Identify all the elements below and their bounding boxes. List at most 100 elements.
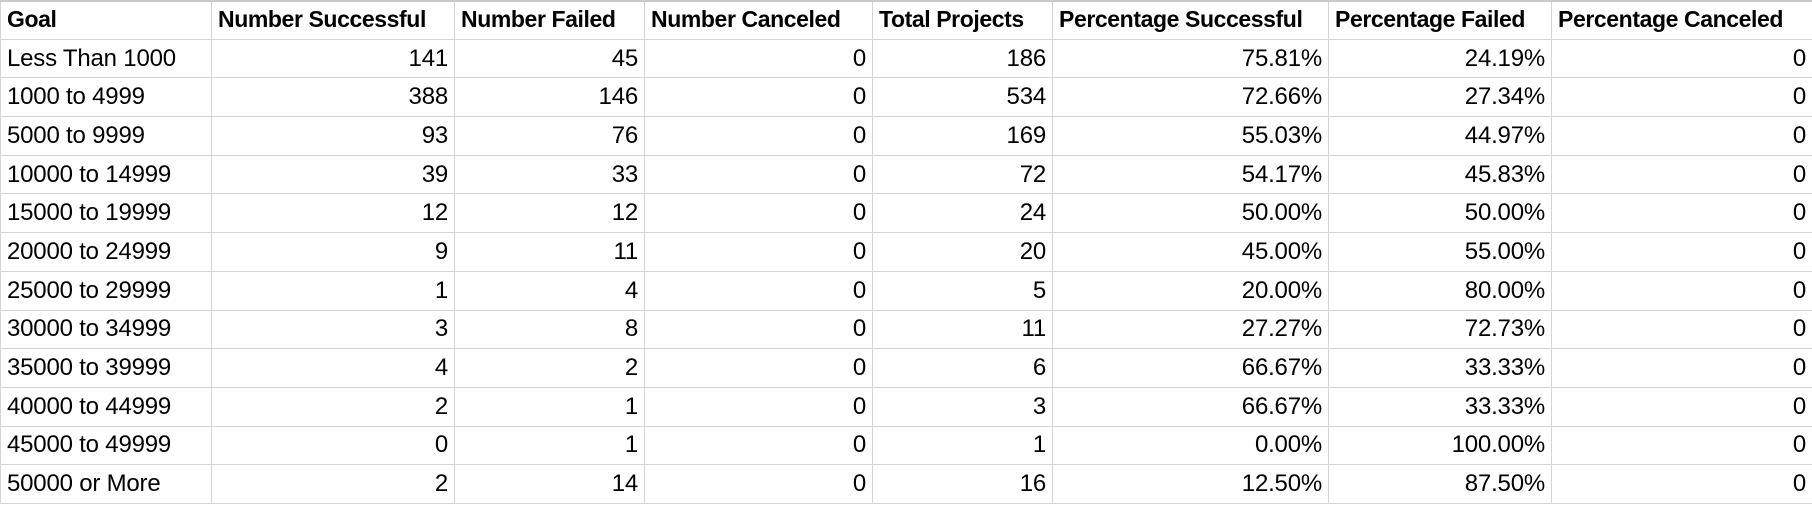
data-cell[interactable]: 2 (211, 464, 455, 504)
data-cell[interactable]: 9 (211, 232, 455, 272)
data-cell[interactable]: 1 (454, 386, 645, 427)
data-cell[interactable]: 1 (454, 425, 645, 466)
data-cell[interactable]: 50.00% (1052, 193, 1329, 234)
header-cell[interactable]: Number Canceled (644, 0, 873, 40)
data-cell[interactable]: 39 (211, 154, 455, 195)
data-cell[interactable]: 169 (872, 116, 1053, 156)
data-cell[interactable]: 2 (454, 348, 645, 388)
goal-cell[interactable]: 35000 to 39999 (0, 348, 212, 388)
data-cell[interactable]: 0 (1551, 348, 1812, 388)
data-cell[interactable]: 66.67% (1052, 348, 1329, 388)
data-cell[interactable]: 72 (872, 154, 1053, 195)
data-cell[interactable]: 33.33% (1328, 348, 1552, 388)
data-cell[interactable]: 6 (872, 348, 1053, 388)
goal-cell[interactable]: Less Than 1000 (0, 38, 212, 79)
data-cell[interactable]: 44.97% (1328, 116, 1552, 156)
goal-cell[interactable]: 10000 to 14999 (0, 154, 212, 195)
goal-cell[interactable]: 1000 to 4999 (0, 77, 212, 118)
data-cell[interactable]: 0 (1551, 193, 1812, 234)
data-cell[interactable]: 0 (644, 425, 873, 466)
data-cell[interactable]: 3 (211, 309, 455, 350)
goal-cell[interactable]: 20000 to 24999 (0, 232, 212, 272)
data-cell[interactable]: 0 (644, 309, 873, 350)
data-cell[interactable]: 33.33% (1328, 386, 1552, 427)
data-cell[interactable]: 20.00% (1052, 270, 1329, 311)
data-cell[interactable]: 45.83% (1328, 154, 1552, 195)
data-cell[interactable]: 45 (454, 38, 645, 79)
data-cell[interactable]: 45.00% (1052, 232, 1329, 272)
data-cell[interactable]: 55.03% (1052, 116, 1329, 156)
data-cell[interactable]: 0 (1551, 270, 1812, 311)
data-cell[interactable]: 0 (644, 38, 873, 79)
goal-cell[interactable]: 25000 to 29999 (0, 270, 212, 311)
goal-cell[interactable]: 50000 or More (0, 464, 212, 504)
data-cell[interactable]: 0 (644, 193, 873, 234)
data-cell[interactable]: 54.17% (1052, 154, 1329, 195)
data-cell[interactable]: 0 (1551, 309, 1812, 350)
header-cell[interactable]: Percentage Canceled (1551, 0, 1812, 40)
data-cell[interactable]: 100.00% (1328, 425, 1552, 466)
data-cell[interactable]: 20 (872, 232, 1053, 272)
data-cell[interactable]: 14 (454, 464, 645, 504)
data-cell[interactable]: 24 (872, 193, 1053, 234)
data-cell[interactable]: 0 (1551, 116, 1812, 156)
data-cell[interactable]: 0 (644, 270, 873, 311)
data-cell[interactable]: 11 (872, 309, 1053, 350)
data-cell[interactable]: 76 (454, 116, 645, 156)
data-cell[interactable]: 33 (454, 154, 645, 195)
data-cell[interactable]: 0 (644, 348, 873, 388)
data-cell[interactable]: 0 (211, 425, 455, 466)
goal-cell[interactable]: 45000 to 49999 (0, 425, 212, 466)
data-cell[interactable]: 0 (644, 232, 873, 272)
goal-cell[interactable]: 30000 to 34999 (0, 309, 212, 350)
data-cell[interactable]: 0 (644, 386, 873, 427)
data-cell[interactable]: 16 (872, 464, 1053, 504)
data-cell[interactable]: 27.34% (1328, 77, 1552, 118)
data-cell[interactable]: 24.19% (1328, 38, 1552, 79)
data-cell[interactable]: 72.73% (1328, 309, 1552, 350)
data-cell[interactable]: 0 (644, 77, 873, 118)
data-cell[interactable]: 1 (211, 270, 455, 311)
data-cell[interactable]: 0 (1551, 38, 1812, 79)
data-cell[interactable]: 93 (211, 116, 455, 156)
header-cell[interactable]: Goal (0, 0, 212, 40)
data-cell[interactable]: 12 (211, 193, 455, 234)
data-cell[interactable]: 0 (644, 464, 873, 504)
data-cell[interactable]: 87.50% (1328, 464, 1552, 504)
data-cell[interactable]: 11 (454, 232, 645, 272)
data-cell[interactable]: 80.00% (1328, 270, 1552, 311)
data-cell[interactable]: 0 (1551, 154, 1812, 195)
header-cell[interactable]: Percentage Failed (1328, 0, 1552, 40)
data-cell[interactable]: 0 (644, 116, 873, 156)
data-cell[interactable]: 3 (872, 386, 1053, 427)
data-cell[interactable]: 5 (872, 270, 1053, 311)
data-cell[interactable]: 0 (1551, 386, 1812, 427)
goal-cell[interactable]: 40000 to 44999 (0, 386, 212, 427)
data-cell[interactable]: 1 (872, 425, 1053, 466)
header-cell[interactable]: Number Successful (211, 0, 455, 40)
data-cell[interactable]: 55.00% (1328, 232, 1552, 272)
data-cell[interactable]: 2 (211, 386, 455, 427)
data-cell[interactable]: 75.81% (1052, 38, 1329, 79)
data-cell[interactable]: 141 (211, 38, 455, 79)
data-cell[interactable]: 4 (454, 270, 645, 311)
data-cell[interactable]: 0 (1551, 425, 1812, 466)
goal-cell[interactable]: 15000 to 19999 (0, 193, 212, 234)
data-cell[interactable]: 72.66% (1052, 77, 1329, 118)
data-cell[interactable]: 66.67% (1052, 386, 1329, 427)
data-cell[interactable]: 0 (1551, 77, 1812, 118)
data-cell[interactable]: 0 (1551, 464, 1812, 504)
goal-cell[interactable]: 5000 to 9999 (0, 116, 212, 156)
header-cell[interactable]: Percentage Successful (1052, 0, 1329, 40)
header-cell[interactable]: Number Failed (454, 0, 645, 40)
data-cell[interactable]: 186 (872, 38, 1053, 79)
data-cell[interactable]: 0 (1551, 232, 1812, 272)
data-cell[interactable]: 534 (872, 77, 1053, 118)
header-cell[interactable]: Total Projects (872, 0, 1053, 40)
data-cell[interactable]: 0 (644, 154, 873, 195)
data-cell[interactable]: 27.27% (1052, 309, 1329, 350)
data-cell[interactable]: 50.00% (1328, 193, 1552, 234)
data-cell[interactable]: 4 (211, 348, 455, 388)
data-cell[interactable]: 8 (454, 309, 645, 350)
data-cell[interactable]: 388 (211, 77, 455, 118)
